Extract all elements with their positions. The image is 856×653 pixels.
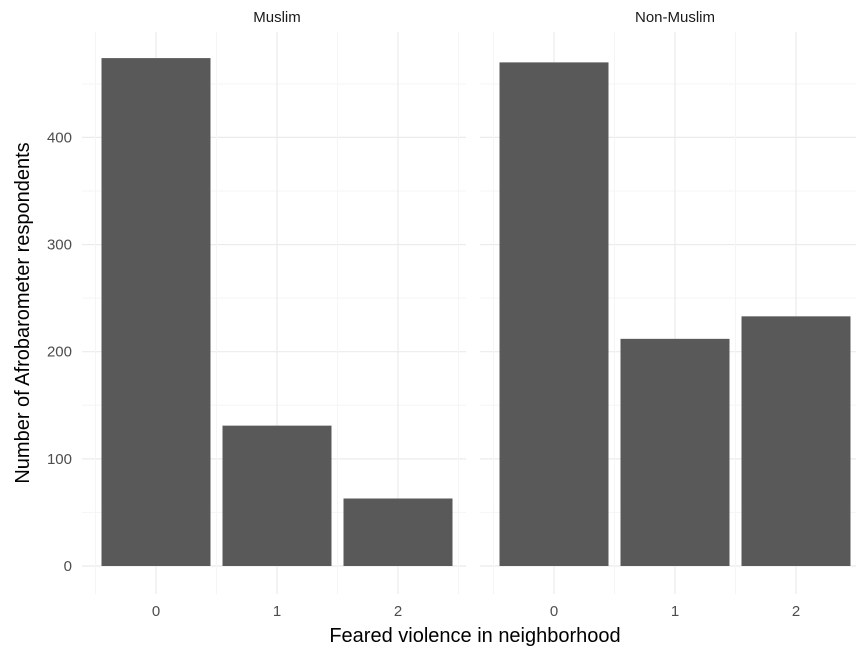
bar xyxy=(499,62,609,567)
y-tick-label: 0 xyxy=(64,558,72,575)
bar xyxy=(101,58,211,566)
y-tick-label: 400 xyxy=(47,129,72,146)
facet-panel: 0 1 2 Non-Muslim xyxy=(480,9,856,620)
x-tick-label: 0 xyxy=(550,603,558,620)
x-tick-label: 2 xyxy=(394,603,402,620)
bar xyxy=(343,498,453,566)
y-tick-label: 200 xyxy=(47,344,72,361)
x-tick-label: 0 xyxy=(152,603,160,620)
bar xyxy=(620,338,730,566)
x-axis-title: Feared violence in neighborhood xyxy=(329,625,620,647)
facet-title: Muslim xyxy=(253,9,301,26)
y-axis-title: Number of Afrobarometer respondents xyxy=(12,142,34,483)
y-tick-label: 100 xyxy=(47,451,72,468)
x-tick-label: 2 xyxy=(792,603,800,620)
y-tick-label: 300 xyxy=(47,237,72,254)
facet-title: Non-Muslim xyxy=(635,9,715,26)
x-tick-label: 1 xyxy=(273,603,281,620)
x-tick-label: 1 xyxy=(671,603,679,620)
bar xyxy=(741,316,851,566)
bar xyxy=(222,425,332,566)
facet-panel: 0 1 2 Muslim xyxy=(82,9,466,620)
